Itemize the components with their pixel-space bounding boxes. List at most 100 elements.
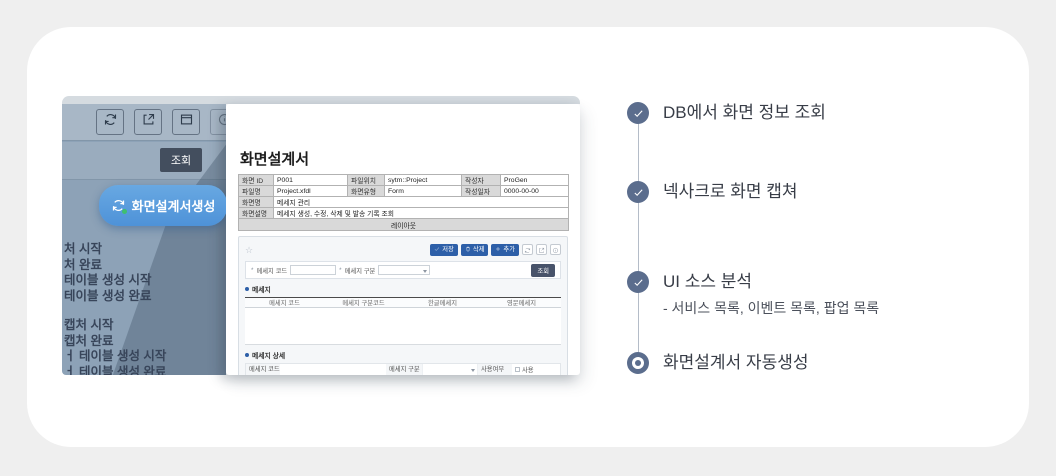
form-preview: ☆ 저장 삭제 추가 (238, 236, 568, 375)
delete-label: 삭제 (472, 246, 485, 254)
grid-header-cell: 메세지 구분코드 (342, 300, 385, 307)
detail-use-label: 사용여부 (478, 364, 512, 375)
generate-design-doc-button[interactable]: 화면설계서생성 (99, 185, 226, 226)
info-icon (217, 112, 226, 132)
grid-header-cell: 영문메세지 (507, 300, 536, 307)
detail-type-label: 메세지 구분 (386, 364, 422, 375)
message-code-input[interactable] (290, 265, 337, 275)
info-value: 메세지 생성, 수정, 삭제 및 발송 기록 조회 (273, 207, 569, 219)
detail-code-input[interactable] (280, 364, 386, 375)
grid-header-cell: 한글메세지 (428, 300, 457, 307)
doc-title: 화면설계서 (240, 151, 310, 168)
info-value: sytm::Project (384, 174, 462, 186)
timeline-line (637, 113, 639, 363)
step-label: 넥사크로 화면 캡쳐 (663, 182, 798, 201)
design-doc-panel: 화면설계서 화면 ID P001 파일위치 sytm::Project 작성자 … (226, 104, 580, 375)
export-small-button[interactable] (536, 244, 547, 256)
chevron-down-icon (471, 368, 475, 372)
timeline-step-1: DB에서 화면 정보 조회 (627, 102, 826, 124)
info-value: 메세지 관리 (273, 196, 569, 208)
grid-body-empty[interactable] (245, 308, 561, 345)
log-line: 처 완료 (64, 257, 102, 272)
add-button[interactable]: 추가 (491, 243, 519, 257)
section-bullet-icon (245, 353, 249, 357)
info-value: Form (384, 185, 462, 197)
open-external-icon (538, 241, 545, 259)
save-label: 저장 (442, 246, 454, 254)
timeline-step-2: 넥사크로 화면 캡쳐 (627, 181, 798, 203)
detail-form: 메세지 코드 메세지 구분 사용여부 사용 한글 메세지 (245, 363, 561, 375)
info-icon (552, 241, 559, 259)
message-type-select[interactable] (378, 265, 431, 275)
info-label: 화면유형 (347, 185, 385, 197)
step-label: 화면설계서 자동생성 (663, 353, 809, 372)
info-label: 파일명 (238, 185, 274, 197)
info-label: 작성자 (461, 174, 501, 186)
use-value-label: 사용 (522, 367, 534, 374)
detail-row: 메세지 코드 메세지 구분 사용여부 사용 (246, 364, 560, 375)
log-line: ㅓ 테이블 생성 시작 (64, 349, 167, 363)
refresh-small-button[interactable] (522, 244, 533, 256)
grid-header-cell: 메세지 코드 (269, 300, 300, 307)
section-message: 메세지 (245, 284, 561, 294)
section-detail-label: 메세지 상세 (252, 353, 286, 360)
info-button[interactable] (210, 109, 226, 135)
window-icon (179, 112, 194, 132)
open-external-button[interactable] (134, 109, 162, 135)
check-circle-icon (627, 181, 649, 203)
window-button[interactable] (172, 109, 200, 135)
step-sublabel: - 서비스 목록, 이벤트 목록, 팝업 목록 (663, 300, 880, 316)
detail-type-select[interactable] (422, 364, 478, 375)
section-message-label: 메세지 (252, 287, 271, 294)
use-checkbox[interactable] (515, 367, 520, 372)
app-screenshot-overlay: 조회 화면설계서생성 처 시작 처 완료 테이블 생성 시작 테이블 생성 완료… (62, 104, 226, 375)
info-value: Project.xfdl (273, 185, 348, 197)
open-external-icon (141, 112, 156, 132)
info-small-button[interactable] (550, 244, 561, 256)
info-label: 파일위치 (347, 174, 385, 186)
refresh-icon (524, 241, 531, 259)
current-step-icon (627, 352, 649, 374)
app-window-top-edge (62, 96, 580, 104)
required-marker: * (339, 266, 342, 274)
doc-info-table: 화면 ID P001 파일위치 sytm::Project 작성자 ProGen… (238, 174, 569, 231)
info-value: P001 (273, 174, 348, 186)
chevron-down-icon (423, 269, 428, 273)
message-type-label: 메세지 구분 (344, 267, 376, 275)
log-line: 테이블 생성 시작 (64, 273, 152, 287)
query-button[interactable]: 조회 (160, 148, 202, 172)
info-label: 화면설명 (238, 207, 274, 219)
check-circle-icon (627, 271, 649, 293)
log-line: 캡처 완료 (64, 333, 114, 348)
log-line: 테이블 생성 완료 (64, 288, 152, 303)
form-toolbar: ☆ 저장 삭제 추가 (245, 243, 561, 257)
generate-button-label: 화면설계서생성 (131, 199, 216, 214)
favorite-star-icon[interactable]: ☆ (245, 244, 254, 255)
detail-code-label: 메세지 코드 (246, 364, 280, 375)
timeline-step-4: 화면설계서 자동생성 (627, 352, 808, 374)
check-icon (434, 246, 440, 255)
add-label: 추가 (503, 246, 515, 254)
process-log: 처 시작 처 완료 테이블 생성 시작 테이블 생성 완료 캡처 시작 캡처 완… (64, 242, 224, 375)
log-line: 캡처 시작 (64, 318, 114, 332)
info-value: 0000-00-00 (500, 185, 569, 197)
section-message-detail: 메세지 상세 (245, 350, 561, 360)
layout-row: 레이아웃 (238, 218, 569, 231)
filter-bar: * 메세지 코드 * 메세지 구분 조회 (245, 261, 561, 279)
refresh-button[interactable] (96, 109, 124, 135)
trash-icon (465, 246, 471, 255)
search-button[interactable]: 조회 (531, 263, 555, 277)
timeline-step-3: UI 소스 분석 - 서비스 목록, 이벤트 목록, 팝업 목록 (627, 271, 879, 318)
app-toolbar (62, 104, 226, 141)
info-value: ProGen (500, 174, 569, 186)
section-bullet-icon (245, 287, 249, 291)
save-button[interactable]: 저장 (430, 243, 458, 257)
log-line: 처 시작 (64, 242, 102, 256)
step-label: UI 소스 분석 (663, 272, 753, 291)
check-circle-icon (627, 102, 649, 124)
log-line: ㅓ 테이블 생성 완료 (64, 364, 167, 376)
delete-button[interactable]: 삭제 (460, 243, 489, 257)
refresh-icon (103, 112, 118, 132)
plus-icon (495, 246, 501, 255)
